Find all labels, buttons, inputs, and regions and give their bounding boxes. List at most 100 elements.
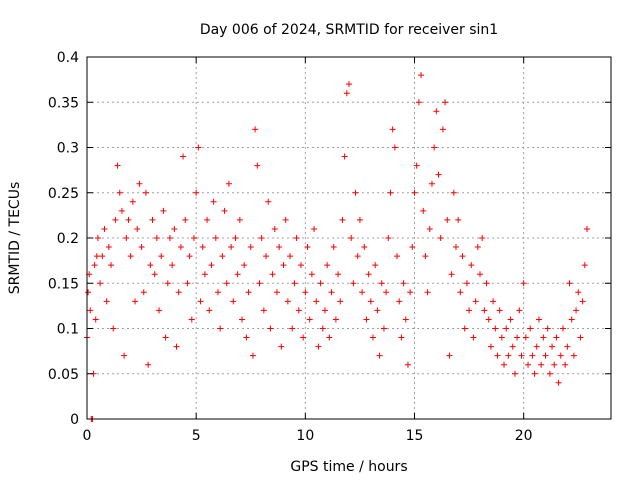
data-point: [409, 244, 416, 251]
data-point: [553, 334, 560, 341]
data-point: [236, 216, 243, 223]
data-point: [284, 298, 291, 305]
data-point: [398, 334, 405, 341]
data-point: [280, 262, 287, 269]
data-point: [273, 289, 280, 296]
data-point: [315, 343, 322, 350]
data-point: [559, 325, 566, 332]
data-point: [171, 225, 178, 232]
data-point: [518, 352, 525, 359]
data-point: [118, 207, 125, 214]
data-point: [461, 325, 468, 332]
data-point: [306, 316, 313, 323]
data-point: [446, 352, 453, 359]
data-point: [297, 262, 304, 269]
data-point: [472, 298, 479, 305]
data-point: [145, 361, 152, 368]
data-point: [256, 280, 263, 287]
x-tick-label: 0: [83, 428, 92, 444]
data-point: [507, 316, 514, 323]
data-point: [577, 334, 584, 341]
x-tick-label: 10: [296, 428, 314, 444]
data-point: [348, 235, 355, 241]
data-point: [204, 216, 211, 223]
data-point: [287, 253, 294, 260]
data-point: [258, 235, 265, 241]
data-point: [575, 289, 582, 296]
data-point: [263, 253, 270, 260]
data-point: [354, 253, 361, 260]
data-point: [477, 271, 483, 278]
data-point: [481, 307, 488, 314]
data-point: [134, 225, 141, 232]
data-point: [431, 144, 438, 151]
data-point: [289, 325, 296, 332]
data-point: [182, 216, 189, 223]
data-point: [496, 307, 503, 314]
data-point: [363, 316, 370, 323]
data-point: [217, 325, 224, 332]
data-point: [573, 307, 580, 314]
data-point: [140, 289, 147, 296]
data-point: [147, 262, 154, 269]
data-point: [199, 244, 206, 251]
data-point: [387, 189, 394, 196]
data-point: [367, 298, 374, 305]
data-point: [335, 271, 342, 278]
data-point: [389, 126, 396, 133]
data-point: [516, 307, 523, 314]
data-point: [487, 343, 494, 350]
data-point: [127, 253, 134, 260]
data-point: [149, 216, 156, 223]
data-point: [188, 316, 195, 323]
data-point: [228, 244, 235, 251]
y-tick-label: 0.2: [57, 231, 79, 247]
data-point: [151, 271, 158, 278]
data-point: [394, 253, 401, 260]
data-point: [535, 316, 542, 323]
data-point: [112, 216, 119, 223]
data-point: [169, 262, 176, 269]
data-point: [448, 271, 455, 278]
data-point: [230, 298, 237, 305]
data-point: [245, 289, 252, 296]
data-point: [97, 280, 104, 287]
data-point: [485, 316, 492, 323]
data-point: [490, 298, 497, 305]
data-point: [328, 289, 335, 296]
data-point: [527, 325, 534, 332]
data-point: [352, 189, 359, 196]
data-point: [330, 244, 337, 251]
y-tick-label: 0.15: [48, 276, 79, 292]
data-point: [542, 352, 549, 359]
data-point: [252, 126, 259, 133]
data-point: [470, 334, 477, 341]
data-point: [415, 99, 422, 106]
data-point: [450, 189, 457, 196]
data-point: [234, 271, 241, 278]
data-point: [110, 325, 117, 332]
data-point: [466, 307, 473, 314]
data-point: [282, 216, 289, 223]
data-point: [267, 325, 274, 332]
y-axis-label: SRMTID / TECUs: [7, 182, 23, 295]
data-point: [114, 162, 121, 169]
data-point: [208, 262, 215, 269]
data-point: [457, 289, 464, 296]
data-point: [212, 235, 219, 241]
data-point: [326, 334, 333, 341]
data-point: [269, 271, 276, 278]
data-point: [343, 90, 350, 97]
data-point: [437, 235, 444, 241]
data-point: [365, 271, 372, 278]
data-point: [173, 343, 180, 350]
data-point: [474, 244, 481, 251]
data-point: [243, 334, 250, 341]
data-point: [136, 180, 143, 187]
data-point: [370, 334, 377, 341]
data-point: [350, 280, 357, 287]
data-point: [254, 162, 261, 169]
data-point: [302, 289, 309, 296]
data-point: [94, 235, 101, 241]
data-point: [483, 280, 490, 287]
